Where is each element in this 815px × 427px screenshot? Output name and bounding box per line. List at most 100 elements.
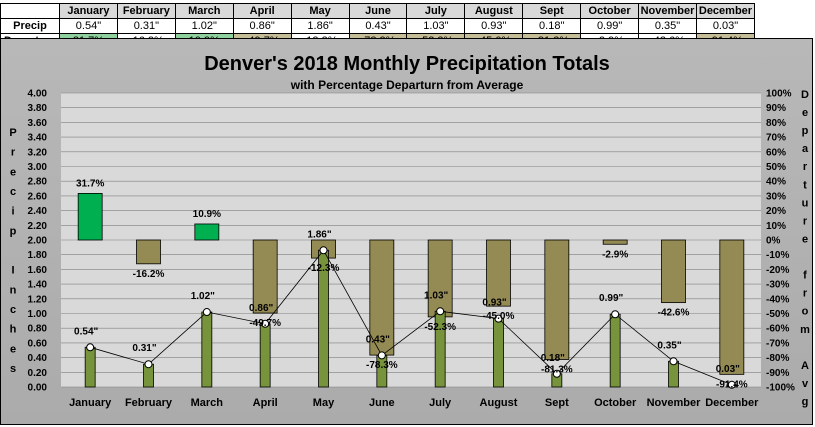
- precip-data-label: 0.54": [74, 326, 98, 337]
- right-axis-label: r: [803, 161, 808, 173]
- departure-bar: [661, 239, 686, 304]
- table-header-month: July: [406, 3, 466, 19]
- precip-point: [86, 343, 95, 352]
- right-axis-label: e: [802, 107, 808, 119]
- right-tick-label: -80%: [766, 353, 789, 364]
- right-tick-label: -60%: [766, 324, 789, 335]
- right-axis-label: r: [803, 288, 808, 300]
- left-axis-label: s: [10, 363, 16, 375]
- table-header-month: March: [174, 3, 234, 19]
- precip-point: [319, 246, 328, 255]
- left-axis-label: p: [10, 225, 17, 237]
- left-tick-label: 0.80: [28, 324, 48, 335]
- right-tick-label: -30%: [766, 280, 789, 291]
- left-tick-label: 0.40: [28, 353, 48, 364]
- right-axis-label: D: [801, 89, 809, 101]
- precip-point: [144, 360, 153, 369]
- right-tick-label: 30%: [766, 191, 786, 202]
- table-cell-precip: 0.03": [695, 18, 756, 34]
- left-axis-label: n: [10, 284, 17, 296]
- table-header-row: January February March April May June July Augu…: [0, 3, 756, 19]
- table-header-month: April: [232, 3, 292, 19]
- left-tick-label: 3.00: [28, 162, 48, 173]
- right-axis-label: o: [802, 306, 809, 318]
- table-header-month: June: [348, 3, 408, 19]
- right-tick-label: -70%: [766, 338, 789, 349]
- table-cell-precip: 0.18": [522, 18, 582, 34]
- left-tick-label: 3.60: [28, 118, 48, 129]
- right-tick-label: 10%: [766, 221, 786, 232]
- precip-data-label: 0.03": [716, 364, 740, 375]
- precip-point: [377, 351, 386, 360]
- table-row-label: Precip: [0, 18, 60, 34]
- x-tick-label: May: [313, 397, 335, 409]
- precip-bar: [84, 346, 96, 388]
- left-axis-label: h: [10, 324, 17, 336]
- table-header-month: January: [59, 3, 118, 19]
- precip-data-label: 1.03": [424, 290, 448, 301]
- left-axis-label: e: [10, 343, 16, 355]
- right-tick-label: 60%: [766, 147, 786, 158]
- table-cell-precip: 1.03": [406, 18, 466, 34]
- departure-data-label: -91.4%: [716, 379, 748, 390]
- x-tick-label: November: [647, 397, 702, 409]
- table-cell-precip: 0.99": [580, 18, 640, 34]
- precip-line: [90, 249, 732, 386]
- table-cell-precip: 0.43": [348, 18, 408, 34]
- right-tick-label: 80%: [766, 118, 786, 129]
- left-tick-label: 1.80: [28, 250, 48, 261]
- chart-svg: Denver's 2018 Monthly Precipitation Tota…: [9, 53, 810, 409]
- left-tick-label: 0.20: [28, 368, 48, 379]
- precip-bar: [259, 323, 271, 388]
- precip-point: [436, 307, 445, 316]
- departure-data-label: 10.9%: [193, 209, 221, 220]
- table-cell-precip: 0.31": [116, 18, 176, 34]
- left-tick-label: 0.00: [28, 383, 48, 394]
- departure-bar: [719, 239, 745, 375]
- right-tick-label: -50%: [766, 309, 789, 320]
- precip-data-label: 0.93": [482, 298, 506, 309]
- table-header-month: August: [464, 3, 524, 19]
- right-tick-label: 20%: [766, 206, 786, 217]
- x-tick-label: April: [253, 397, 278, 409]
- table-cell-precip: 0.35": [638, 18, 697, 34]
- right-axis-label: r: [803, 215, 808, 227]
- precip-point: [552, 369, 561, 378]
- table-cell-precip: 1.86": [290, 18, 350, 34]
- departure-data-label: -42.6%: [658, 308, 690, 319]
- right-tick-label: 50%: [766, 162, 786, 173]
- left-tick-label: 1.60: [28, 265, 48, 276]
- right-tick-label: -100%: [766, 383, 795, 394]
- departure-bar: [602, 239, 628, 245]
- left-axis-label: r: [11, 147, 16, 159]
- left-tick-label: 3.20: [28, 147, 48, 158]
- departure-bar: [252, 239, 278, 314]
- left-tick-label: 3.80: [28, 103, 48, 114]
- left-tick-label: 4.00: [28, 89, 48, 100]
- precip-data-label: 0.43": [366, 334, 390, 345]
- x-tick-label: June: [369, 397, 395, 409]
- left-tick-label: 2.40: [28, 206, 48, 217]
- chart-area: Denver's 2018 Monthly Precipitation Tota…: [0, 38, 813, 425]
- table-header-month: October: [580, 3, 640, 19]
- departure-bar: [486, 239, 511, 307]
- right-tick-label: -10%: [766, 250, 789, 261]
- left-tick-label: 1.40: [28, 280, 48, 291]
- table-header-month: February: [116, 3, 176, 19]
- left-tick-label: 1.20: [28, 294, 48, 305]
- right-tick-label: 0%: [766, 236, 781, 247]
- left-tick-label: 3.40: [28, 133, 48, 144]
- precip-point: [494, 314, 503, 323]
- departure-data-label: -16.2%: [133, 269, 165, 280]
- left-tick-label: 1.00: [28, 309, 48, 320]
- right-tick-label: -90%: [766, 368, 789, 379]
- right-axis-label: g: [802, 396, 809, 408]
- chart-subtitle: with Percentage Departurn from Average: [290, 78, 524, 92]
- departure-bar: [427, 239, 453, 318]
- table-cell-precip: 0.86": [232, 18, 292, 34]
- precip-data-label: 0.99": [599, 293, 623, 304]
- precip-data-label: 1.02": [191, 291, 215, 302]
- precip-data-label: 0.31": [132, 343, 156, 354]
- precip-data-label: 1.86": [307, 229, 331, 240]
- precip-bar: [201, 311, 213, 388]
